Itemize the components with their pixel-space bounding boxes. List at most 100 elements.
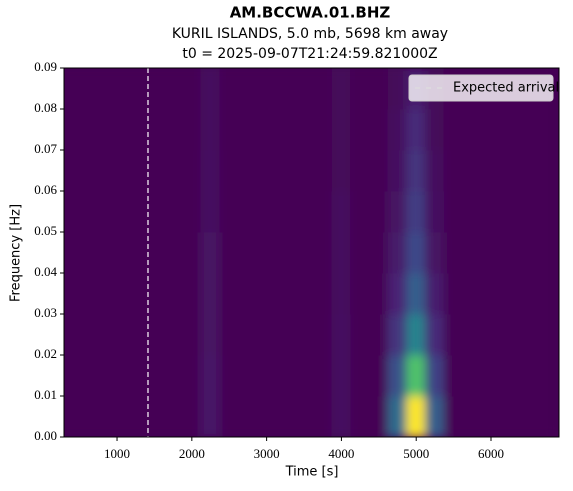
heat-cell: [312, 149, 333, 192]
heat-cell: [219, 395, 240, 437]
heat-cell: [275, 108, 296, 151]
heat-cell: [499, 108, 520, 151]
y-tick-label: 0.09: [34, 59, 57, 74]
heat-cell: [462, 272, 483, 315]
heat-cell: [443, 108, 464, 151]
heat-cell: [518, 149, 539, 192]
heat-cell: [406, 313, 427, 356]
heat-cell: [518, 108, 539, 151]
heat-cell: [181, 313, 202, 356]
heat-cell: [499, 149, 520, 192]
plot-frame: [63, 67, 560, 438]
heat-cell: [406, 395, 427, 437]
heat-cell: [256, 354, 277, 397]
heat-cell: [144, 108, 165, 151]
heat-cell: [144, 231, 165, 274]
heat-cell: [294, 272, 314, 315]
heat-cell: [200, 313, 221, 356]
heat-cell: [64, 231, 71, 274]
heat-cell: [331, 313, 352, 356]
heat-cell: [107, 395, 127, 437]
heat-cell: [64, 354, 71, 397]
heat-cell: [294, 108, 314, 151]
heat-cell: [163, 231, 183, 274]
heat-cell: [406, 272, 427, 315]
heat-cell: [219, 68, 240, 110]
heat-cell: [219, 272, 240, 315]
heat-cell: [69, 395, 90, 437]
heat-cell: [64, 395, 71, 437]
x-axis-label: Time [s]: [285, 465, 339, 480]
heat-cell: [462, 395, 483, 437]
heat-cell: [181, 272, 202, 315]
heat-cell: [64, 272, 71, 315]
heat-cell: [406, 354, 427, 397]
heat-cell: [256, 190, 277, 233]
heat-cell: [181, 190, 202, 233]
heat-cell: [107, 149, 127, 192]
heat-cell: [350, 190, 370, 233]
heat-cell: [88, 149, 109, 192]
heat-cell: [406, 190, 427, 233]
heat-cell: [331, 272, 352, 315]
heat-cell: [443, 395, 464, 437]
heat-cell: [368, 190, 389, 233]
heat-cell: [387, 313, 408, 356]
heat-cell: [163, 354, 183, 397]
heat-cell: [350, 68, 370, 110]
heat-cell: [499, 231, 520, 274]
heat-cell: [144, 395, 165, 437]
heat-cell: [238, 190, 258, 233]
heat-cell: [537, 108, 557, 151]
heat-cell: [125, 190, 146, 233]
x-tick-label: 1000: [104, 446, 130, 461]
heat-cell: [200, 231, 221, 274]
heat-cell: [387, 108, 408, 151]
heat-cell: [163, 313, 183, 356]
heat-cell: [443, 313, 464, 356]
heat-cell: [238, 68, 258, 110]
heat-cell: [537, 395, 557, 437]
heat-cell: [275, 149, 296, 192]
heat-cell: [219, 231, 240, 274]
heat-cell: [294, 68, 314, 110]
heat-cell: [144, 149, 165, 192]
heat-cell: [69, 354, 90, 397]
heat-cell: [425, 190, 445, 233]
heat-cell: [88, 108, 109, 151]
heat-cell: [350, 149, 370, 192]
heat-cell: [238, 395, 258, 437]
heat-cell: [425, 313, 445, 356]
heat-cell: [107, 108, 127, 151]
heat-cell: [294, 313, 314, 356]
heat-cell: [294, 149, 314, 192]
heat-cell: [256, 68, 277, 110]
heat-cell: [181, 149, 202, 192]
heat-cell: [406, 231, 427, 274]
heat-cell: [312, 190, 333, 233]
heat-cell: [350, 313, 370, 356]
heat-cell: [294, 395, 314, 437]
heat-cell: [481, 395, 501, 437]
heat-cell: [275, 354, 296, 397]
heat-cell: [462, 313, 483, 356]
heat-cell: [387, 149, 408, 192]
heat-cell: [425, 354, 445, 397]
heat-cell: [518, 313, 539, 356]
heat-cell: [238, 354, 258, 397]
legend: Expected arrival: [408, 74, 559, 102]
heat-cell: [462, 354, 483, 397]
x-tick-label: 5000: [403, 446, 429, 461]
heat-cell: [238, 108, 258, 151]
heat-cell: [107, 313, 127, 356]
heat-cell: [462, 190, 483, 233]
heat-cell: [200, 108, 221, 151]
heat-cell: [275, 68, 296, 110]
heat-cell: [181, 354, 202, 397]
heat-cell: [181, 395, 202, 437]
heat-cell: [350, 231, 370, 274]
chart-subtitle: KURIL ISLANDS, 5.0 mb, 5698 km away: [172, 26, 448, 42]
heat-cell: [125, 68, 146, 110]
heat-cell: [462, 231, 483, 274]
